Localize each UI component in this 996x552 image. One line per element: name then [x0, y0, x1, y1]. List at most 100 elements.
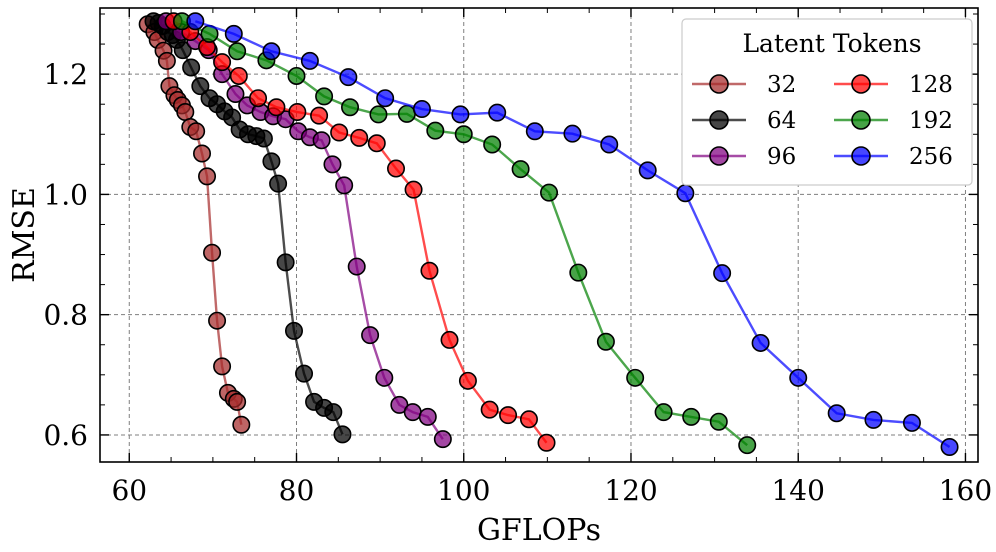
data-point-256 [789, 368, 808, 387]
data-point-96 [312, 131, 331, 150]
data-point-96 [375, 368, 394, 387]
data-point-256 [525, 122, 544, 141]
data-point-256 [339, 68, 358, 87]
data-point-192 [596, 332, 615, 351]
x-tick-label: 160 [939, 474, 992, 507]
data-point-128 [310, 106, 329, 125]
x-axis-label: GFLOPs [477, 513, 601, 548]
data-point-256 [600, 135, 619, 154]
data-point-64 [182, 58, 201, 77]
legend-label-128: 128 [909, 72, 953, 98]
data-point-128 [213, 53, 232, 72]
data-point-96 [403, 403, 422, 422]
data-point-32 [193, 144, 212, 163]
data-point-128 [458, 371, 477, 390]
data-point-32 [213, 357, 232, 376]
legend-item-192: 192 [834, 108, 953, 134]
data-point-64 [173, 41, 192, 60]
data-point-256 [186, 12, 205, 31]
data-point-192 [626, 368, 645, 387]
legend-item-64: 64 [692, 108, 796, 134]
legend: Latent Tokens 32 64 96 128 192 256 [681, 18, 973, 186]
data-point-128 [499, 406, 518, 425]
series-32 [138, 15, 251, 434]
data-point-192 [315, 87, 334, 106]
series-128 [164, 12, 556, 452]
data-point-64 [295, 364, 314, 383]
data-point-128 [229, 66, 248, 85]
data-point-192 [709, 412, 728, 431]
data-point-256 [488, 103, 507, 122]
axes: 60 80 100 120 140 160 0.6 0.8 1.0 1.2 [43, 7, 992, 507]
data-point-64 [284, 321, 303, 340]
data-point-192 [738, 436, 757, 455]
data-point-192 [540, 183, 559, 202]
data-point-256 [451, 105, 470, 124]
data-point-128 [480, 400, 499, 419]
data-point-64 [276, 253, 295, 272]
data-point-192 [341, 98, 360, 117]
data-point-256 [376, 89, 395, 108]
data-point-64 [191, 77, 210, 96]
x-tick-label: 100 [437, 474, 490, 507]
y-tick-label: 0.8 [43, 299, 88, 332]
legend-marker-256 [851, 146, 871, 166]
data-point-128 [330, 123, 349, 142]
data-point-192 [483, 135, 502, 154]
plot-frame [99, 7, 979, 463]
data-point-64 [262, 152, 281, 171]
data-point-32 [232, 415, 251, 434]
legend-box [681, 18, 973, 186]
data-point-128 [420, 261, 439, 280]
data-point-256 [902, 413, 921, 432]
data-point-64 [324, 403, 343, 422]
data-point-192 [569, 263, 588, 282]
y-tick-label: 1.0 [43, 178, 88, 211]
data-point-256 [300, 51, 319, 70]
data-point-192 [228, 42, 247, 61]
data-point-64 [269, 174, 288, 193]
data-point-32 [228, 392, 247, 411]
data-point-192 [426, 121, 445, 140]
data-point-256 [262, 42, 281, 61]
data-point-192 [511, 160, 530, 179]
data-point-128 [288, 103, 307, 122]
data-point-128 [387, 159, 406, 178]
legend-marker-64 [709, 110, 729, 130]
x-tick-label: 140 [771, 474, 824, 507]
data-point-32 [157, 51, 176, 70]
legend-marker-192 [851, 110, 871, 130]
data-point-256 [412, 100, 431, 119]
data-point-128 [537, 433, 556, 452]
x-tick-label: 120 [604, 474, 657, 507]
legend-marker-96 [709, 146, 729, 166]
data-point-192 [454, 125, 473, 144]
legend-item-256: 256 [834, 144, 953, 170]
data-point-256 [864, 410, 883, 429]
series-192 [172, 12, 757, 455]
legend-item-32: 32 [692, 72, 796, 98]
data-point-32 [198, 167, 217, 186]
data-point-96 [361, 326, 380, 345]
data-point-96 [418, 407, 437, 426]
data-point-32 [187, 122, 206, 141]
data-point-32 [208, 311, 227, 330]
data-point-256 [638, 161, 657, 180]
data-point-96 [226, 84, 245, 103]
legend-marker-32 [709, 74, 729, 94]
legend-marker-128 [851, 74, 871, 94]
data-point-128 [249, 89, 268, 108]
data-point-256 [751, 333, 770, 352]
data-point-96 [433, 430, 452, 449]
data-point-128 [367, 134, 386, 153]
series-64 [144, 12, 352, 444]
y-tick-label: 0.6 [43, 419, 88, 452]
data-point-128 [404, 180, 423, 199]
data-point-64 [333, 425, 352, 444]
legend-label-96: 96 [767, 144, 796, 170]
data-point-192 [397, 104, 416, 123]
y-tick-label: 1.2 [43, 58, 88, 91]
data-point-192 [287, 66, 306, 85]
data-point-32 [203, 243, 222, 262]
